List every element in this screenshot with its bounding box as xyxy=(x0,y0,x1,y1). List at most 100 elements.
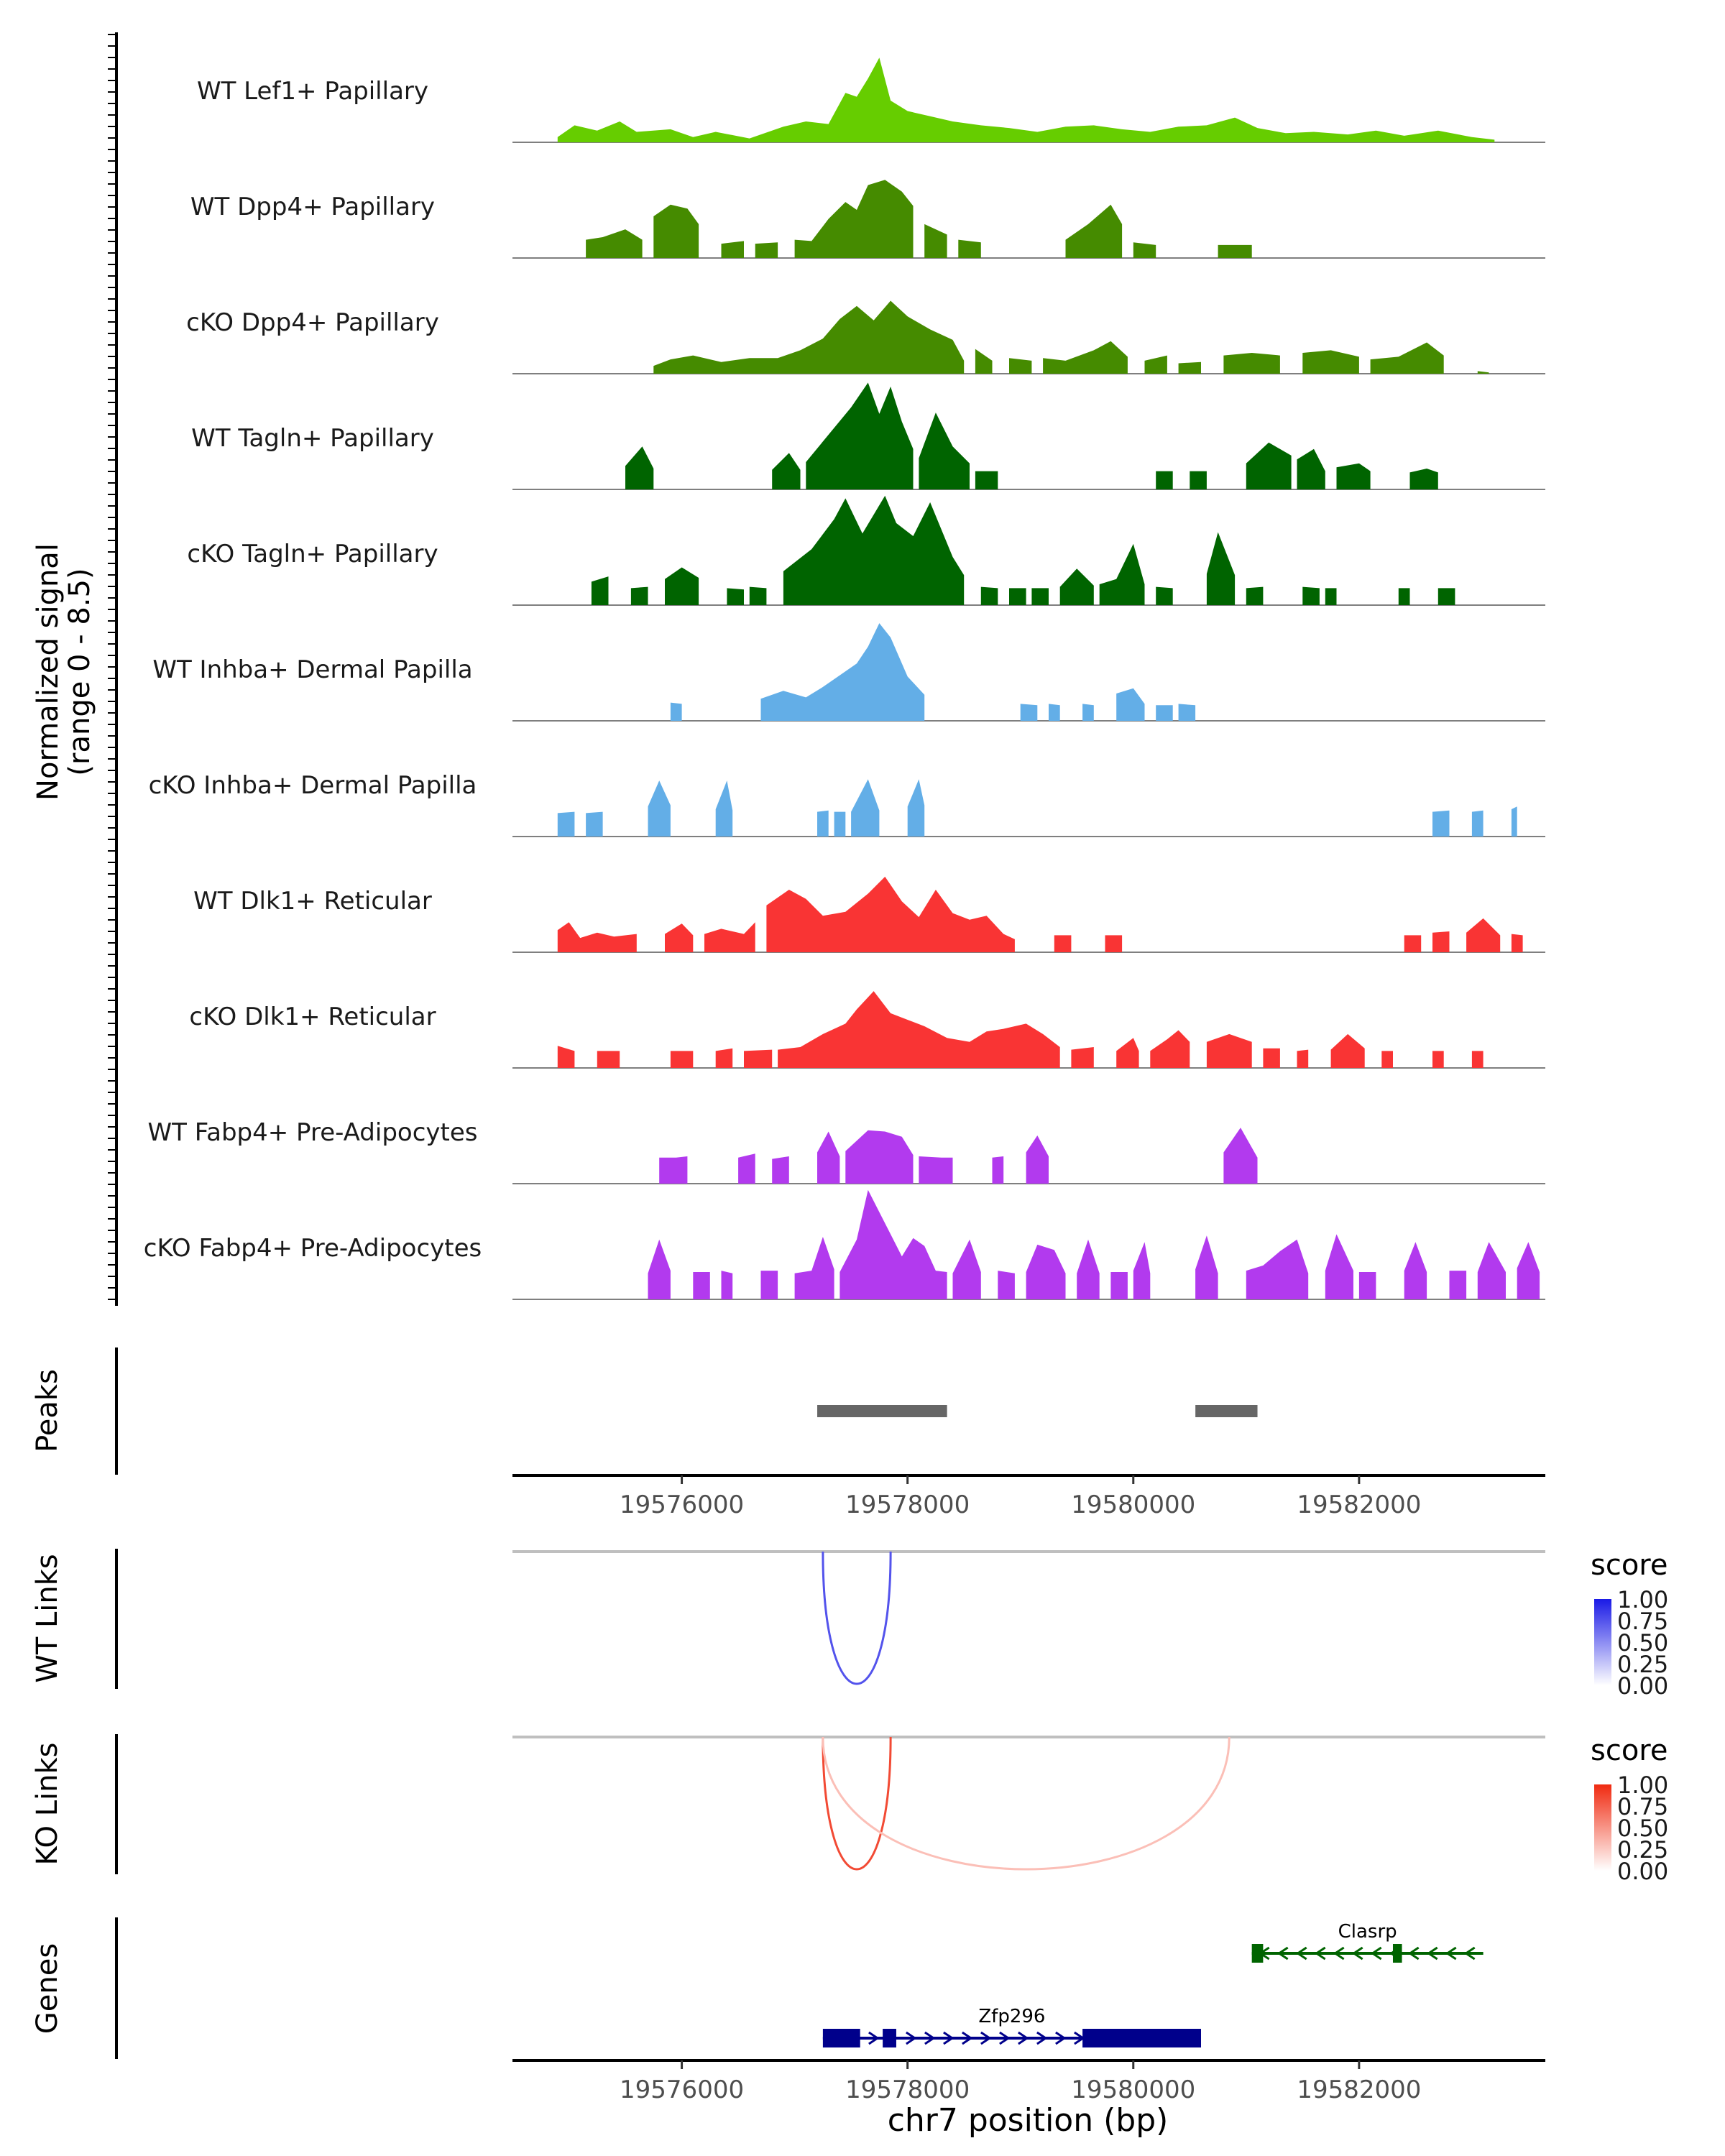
coverage-area xyxy=(1195,1235,1218,1299)
coverage-area xyxy=(1099,543,1145,605)
coverage-area xyxy=(1190,471,1207,489)
signal-panel: Normalized signal (range 0 - 8.5) WT Lef… xyxy=(32,32,1545,1306)
coverage-area xyxy=(919,1156,953,1184)
peak-bar xyxy=(1195,1405,1258,1417)
x-tick-label: 19580000 xyxy=(1071,1491,1195,1519)
score-legend: score 1.000.750.500.250.00 xyxy=(1591,1734,1668,1885)
coverage-area xyxy=(1297,1049,1309,1068)
coverage-area xyxy=(760,623,925,721)
coverage-area xyxy=(738,1153,755,1184)
peak-bar xyxy=(817,1405,947,1417)
x-axis-label: chr7 position (bp) xyxy=(888,2102,1169,2139)
y-axis-range-label: (range 0 - 8.5) xyxy=(63,568,96,775)
track-label: WT Tagln+ Papillary xyxy=(191,424,434,453)
gene-name: Clasrp xyxy=(1338,1921,1397,1943)
coverage-area xyxy=(1432,931,1450,952)
coverage-area xyxy=(1246,442,1292,489)
track-label: cKO Tagln+ Papillary xyxy=(187,540,438,568)
legend-colorbar xyxy=(1594,1599,1611,1685)
strand-arrow xyxy=(962,2031,973,2045)
coverage-area xyxy=(772,1156,789,1184)
coverage-area xyxy=(958,239,981,258)
coverage-area xyxy=(1156,705,1173,721)
coverage-area xyxy=(975,349,993,374)
coverage-area xyxy=(727,588,744,605)
peaks-panel-label: Peaks xyxy=(31,1369,64,1452)
link-panel-label: KO Links xyxy=(31,1743,64,1866)
peak-bars xyxy=(817,1405,1258,1417)
legend-tick-label: 1.00 xyxy=(1617,1586,1668,1613)
coverage-area xyxy=(817,810,829,837)
track-label: WT Inhba+ Dermal Papilla xyxy=(152,655,472,684)
coverage-track: WT Lef1+ Papillary xyxy=(197,57,1545,143)
coverage-track: cKO Dlk1+ Reticular xyxy=(189,991,1545,1069)
coverage-area xyxy=(1477,1242,1506,1299)
coverage-area xyxy=(794,180,914,258)
coverage-area xyxy=(1263,1048,1280,1068)
y-axis-label: Normalized signal xyxy=(32,543,65,801)
coverage-area xyxy=(975,471,998,489)
coverage-area xyxy=(834,811,846,837)
track-label: cKO Inhba+ Dermal Papilla xyxy=(149,771,477,800)
coverage-area xyxy=(1297,448,1325,489)
coverage-area xyxy=(670,1051,694,1068)
strand-arrow xyxy=(1407,1946,1420,1961)
coverage-area xyxy=(1110,1272,1128,1299)
coverage-area xyxy=(670,702,682,721)
strand-arrow xyxy=(1276,1946,1289,1961)
coverage-area xyxy=(1511,806,1517,837)
coverage-area xyxy=(1325,1234,1353,1299)
coverage-area xyxy=(1398,588,1410,605)
coverage-area xyxy=(715,780,733,837)
coverage-area xyxy=(992,1156,1004,1184)
coverage-area xyxy=(1009,358,1032,374)
x-tick-label: 19576000 xyxy=(620,2076,744,2104)
x-tick-label: 19578000 xyxy=(845,1491,970,1519)
signal-y-ticks xyxy=(108,34,116,1300)
coverage-area xyxy=(1156,471,1173,489)
coverage-area xyxy=(1477,371,1489,374)
legend-tick-label: 0.25 xyxy=(1617,1836,1668,1864)
coverage-area xyxy=(625,446,654,489)
track-label: WT Dpp4+ Papillary xyxy=(190,193,435,221)
legend-colorbar xyxy=(1594,1784,1611,1871)
coverage-area xyxy=(840,1189,947,1299)
coverage-track: cKO Dpp4+ Papillary xyxy=(186,300,1545,374)
coverage-area xyxy=(952,1239,981,1299)
coverage-area xyxy=(749,586,767,605)
gene-name: Zfp296 xyxy=(978,2006,1045,2027)
coverage-area xyxy=(557,922,637,952)
track-label: WT Lef1+ Papillary xyxy=(197,77,428,106)
coverage-area xyxy=(1133,242,1156,258)
coverage-area xyxy=(1302,350,1359,374)
coverage-area xyxy=(755,242,778,258)
strand-arrow xyxy=(1445,1946,1457,1961)
coverage-area xyxy=(1082,704,1094,721)
track-label: WT Fabp4+ Pre-Adipocytes xyxy=(148,1118,478,1147)
coverage-area xyxy=(630,586,648,605)
coverage-area xyxy=(845,1130,914,1184)
track-label: cKO Fabp4+ Pre-Adipocytes xyxy=(144,1234,482,1263)
legend-tick-label: 0.00 xyxy=(1617,1672,1668,1700)
coverage-track: WT Tagln+ Papillary xyxy=(191,382,1545,490)
coverage-area xyxy=(1105,935,1123,952)
coverage-area xyxy=(760,1271,778,1299)
strand-arrow xyxy=(943,2031,954,2045)
strand-arrow xyxy=(924,2031,936,2045)
coverage-area xyxy=(1077,1239,1100,1299)
coverage-track: WT Inhba+ Dermal Papilla xyxy=(152,623,1545,722)
strand-arrow xyxy=(1426,1946,1438,1961)
genes-panel-label: Genes xyxy=(31,1943,64,2034)
coverage-area xyxy=(1432,810,1450,837)
x-tick-label: 19582000 xyxy=(1297,2076,1421,2104)
coverage-area xyxy=(1059,568,1094,605)
legend-tick-label: 0.00 xyxy=(1617,1858,1668,1885)
gene-models: Clasrp Zfp296 xyxy=(822,1921,1484,2047)
strand-arrow xyxy=(1463,1946,1476,1961)
coverage-area xyxy=(704,922,755,952)
coverage-area xyxy=(1223,353,1280,374)
track-label: cKO Dlk1+ Reticular xyxy=(189,1003,436,1031)
coverage-area xyxy=(665,923,694,952)
coverage-track: WT Dlk1+ Reticular xyxy=(193,876,1545,953)
coverage-area xyxy=(1466,918,1501,952)
